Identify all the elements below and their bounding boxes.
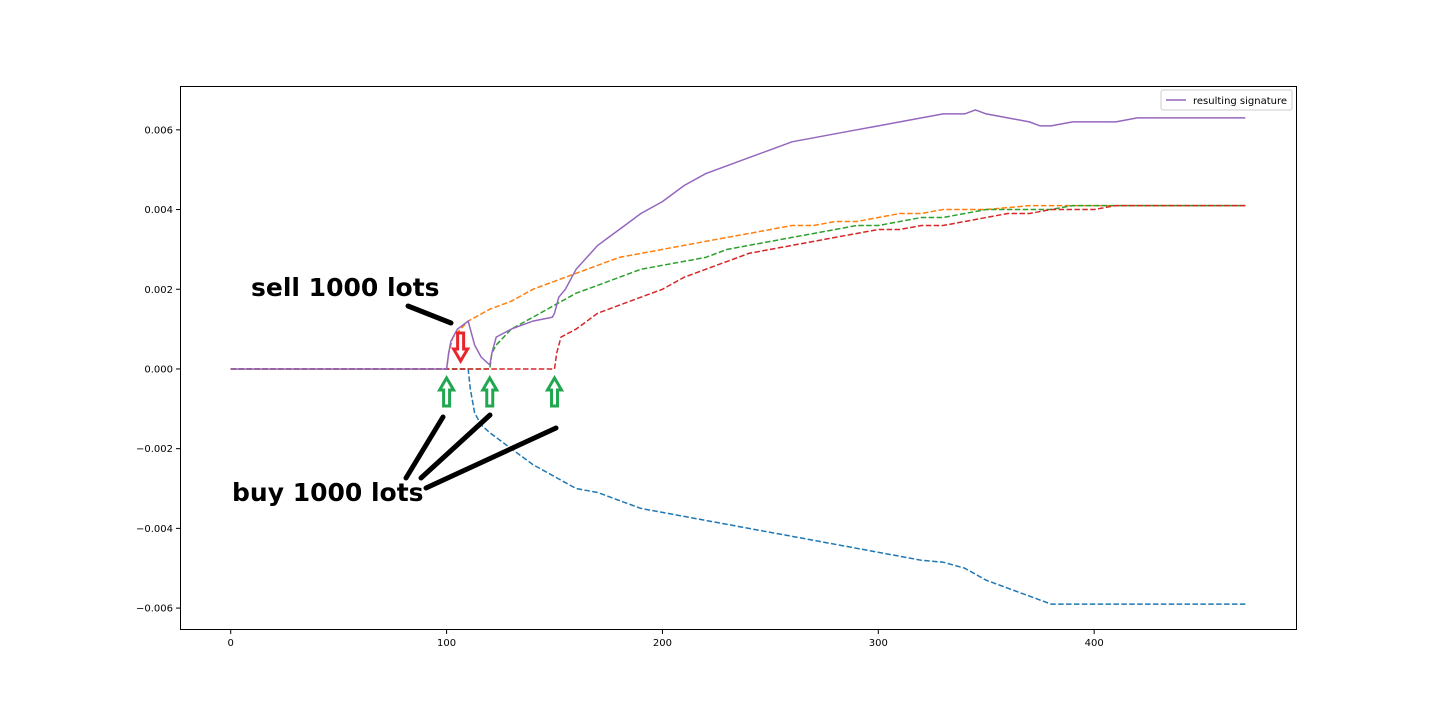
x-tick-label-1: 100: [437, 638, 456, 649]
y-tick-label-6: 0.006: [144, 125, 173, 136]
y-tick-label-1: −0.004: [136, 524, 173, 535]
x-tick-label-3: 300: [869, 638, 888, 649]
legend: resulting signature: [1160, 89, 1293, 111]
buy-pointer-line-0: [403, 414, 446, 481]
series-layer: [230, 109, 1246, 605]
y-tick-label-0: −0.006: [136, 604, 173, 615]
buy-pointer-line-1: [418, 412, 493, 481]
y-tick-label-3: 0.000: [144, 364, 173, 375]
series-line-0: [230, 368, 1246, 605]
sell-pointer-line: [405, 303, 454, 326]
buy-arrow-0: [436, 374, 457, 408]
series-line-2: [230, 204, 1246, 370]
sell-arrow-0: [451, 331, 471, 364]
legend-box: [1160, 89, 1293, 111]
y-tick-label-4: 0.002: [144, 285, 173, 296]
x-tick-label-4: 400: [1085, 638, 1104, 649]
buy-annotation-text: buy 1000 lots: [232, 478, 424, 507]
axis-layer: 0 100 200 300 400 −0.006 −0.004 −0.002 0.000 0.00…: [136, 125, 1104, 649]
plot-frame: [180, 86, 1297, 630]
y-tick-label-2: −0.002: [136, 444, 173, 455]
buy-arrow-1: [480, 374, 500, 408]
x-tick-label-2: 200: [653, 638, 672, 649]
legend-label-resulting-signature: resulting signature: [1193, 96, 1287, 107]
series-line-4: [230, 109, 1246, 370]
series-line-3: [230, 204, 1246, 370]
y-tick-label-5: 0.004: [144, 205, 173, 216]
buy-pointer-line-2: [423, 425, 559, 491]
series-line-1: [230, 204, 1246, 370]
buy-arrow-2: [544, 374, 565, 408]
sell-annotation-text: sell 1000 lots: [251, 273, 440, 302]
x-tick-label-0: 0: [228, 638, 234, 649]
annotation-layer: sell 1000 lots buy 1000 lots: [232, 273, 565, 507]
